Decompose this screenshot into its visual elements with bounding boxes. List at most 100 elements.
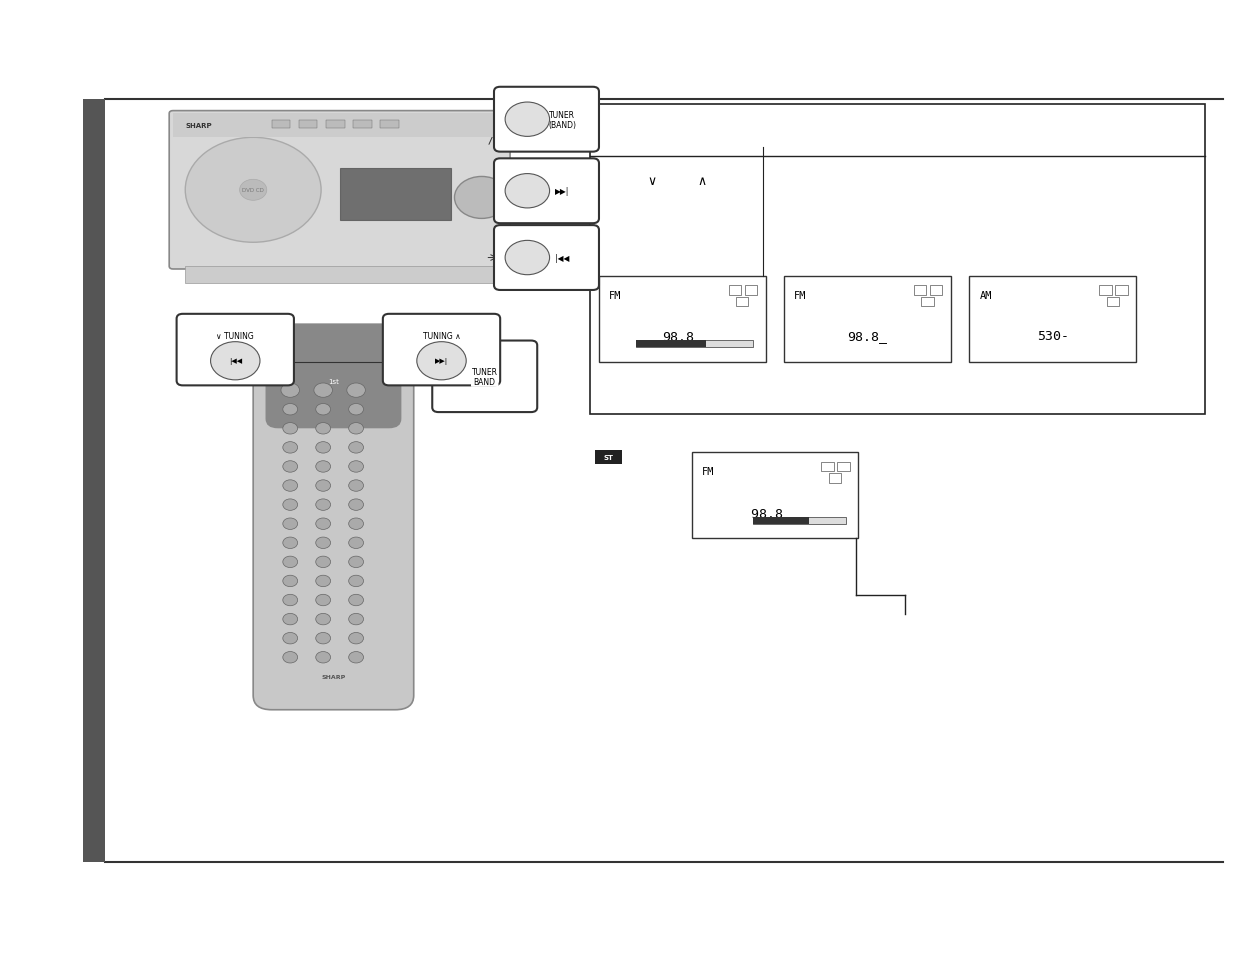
Circle shape: [316, 423, 331, 435]
Circle shape: [316, 614, 331, 625]
Text: ▶▶|: ▶▶|: [555, 187, 569, 196]
Circle shape: [348, 576, 363, 587]
Circle shape: [283, 576, 298, 587]
Bar: [326, 121, 345, 129]
Circle shape: [283, 423, 298, 435]
Circle shape: [316, 633, 331, 644]
Circle shape: [347, 384, 366, 398]
Circle shape: [210, 342, 261, 380]
Circle shape: [316, 480, 331, 492]
Bar: [821, 462, 834, 472]
Text: AM: AM: [979, 291, 992, 300]
Circle shape: [316, 461, 331, 473]
Circle shape: [454, 177, 509, 219]
Text: TUNER
(BAND): TUNER (BAND): [548, 111, 576, 130]
Text: 1st: 1st: [329, 378, 338, 384]
Circle shape: [283, 442, 298, 454]
FancyBboxPatch shape: [169, 112, 510, 270]
Text: 98.8_: 98.8_: [847, 330, 888, 343]
Bar: [599, 276, 766, 362]
Circle shape: [316, 499, 331, 511]
Text: FM: FM: [701, 467, 714, 476]
Bar: [969, 276, 1136, 362]
Circle shape: [283, 499, 298, 511]
Circle shape: [283, 404, 298, 416]
Bar: [636, 340, 706, 348]
Circle shape: [348, 614, 363, 625]
Bar: [380, 121, 399, 129]
Bar: [353, 121, 372, 129]
Circle shape: [283, 537, 298, 549]
Circle shape: [348, 557, 363, 568]
FancyBboxPatch shape: [253, 329, 414, 710]
Text: 530-: 530-: [1037, 330, 1068, 343]
Bar: [930, 286, 942, 295]
Circle shape: [240, 180, 267, 201]
FancyBboxPatch shape: [383, 314, 500, 386]
Text: ∨ TUNING: ∨ TUNING: [216, 332, 254, 341]
Text: |◀◀: |◀◀: [228, 358, 242, 365]
Circle shape: [316, 537, 331, 549]
Bar: [692, 453, 858, 538]
Bar: [185, 267, 494, 284]
Bar: [595, 451, 622, 464]
Circle shape: [316, 518, 331, 530]
FancyBboxPatch shape: [177, 314, 294, 386]
Bar: [299, 121, 317, 129]
Circle shape: [505, 103, 550, 137]
Bar: [1115, 286, 1128, 295]
Circle shape: [348, 633, 363, 644]
Circle shape: [505, 174, 550, 209]
FancyBboxPatch shape: [494, 88, 599, 152]
Bar: [83, 100, 105, 862]
Circle shape: [283, 595, 298, 606]
Bar: [1099, 286, 1112, 295]
Circle shape: [283, 461, 298, 473]
Bar: [745, 286, 757, 295]
Bar: [173, 114, 506, 138]
Circle shape: [316, 557, 331, 568]
Circle shape: [348, 404, 363, 416]
Circle shape: [348, 461, 363, 473]
Bar: [837, 462, 850, 472]
Text: 98.8 _: 98.8 _: [751, 506, 799, 519]
Text: FM: FM: [609, 291, 621, 300]
Text: ST: ST: [604, 455, 614, 460]
Bar: [921, 297, 934, 307]
Circle shape: [283, 652, 298, 663]
Text: |◀◀: |◀◀: [555, 253, 569, 263]
Circle shape: [283, 557, 298, 568]
Circle shape: [316, 404, 331, 416]
Circle shape: [348, 537, 363, 549]
Circle shape: [348, 499, 363, 511]
Circle shape: [416, 342, 466, 380]
FancyBboxPatch shape: [432, 341, 537, 413]
Circle shape: [348, 480, 363, 492]
Circle shape: [316, 576, 331, 587]
Bar: [753, 517, 809, 524]
Circle shape: [283, 614, 298, 625]
Text: TUNER
BAND: TUNER BAND: [472, 367, 498, 387]
Text: ▶▶|: ▶▶|: [435, 358, 448, 365]
Bar: [753, 517, 846, 524]
Text: SHARP: SHARP: [185, 123, 212, 129]
Circle shape: [348, 595, 363, 606]
Text: TUNING ∧: TUNING ∧: [422, 332, 461, 341]
Text: SHARP: SHARP: [321, 674, 346, 679]
Circle shape: [314, 384, 332, 398]
Circle shape: [316, 652, 331, 663]
Bar: [914, 286, 926, 295]
Circle shape: [348, 423, 363, 435]
Text: ∧: ∧: [697, 174, 706, 188]
Circle shape: [185, 138, 321, 243]
Bar: [636, 340, 753, 348]
Bar: [590, 105, 1205, 415]
Bar: [736, 297, 748, 307]
Circle shape: [505, 241, 550, 275]
Circle shape: [316, 442, 331, 454]
Circle shape: [348, 442, 363, 454]
Circle shape: [348, 518, 363, 530]
Bar: [1107, 297, 1119, 307]
Circle shape: [348, 652, 363, 663]
Circle shape: [283, 633, 298, 644]
